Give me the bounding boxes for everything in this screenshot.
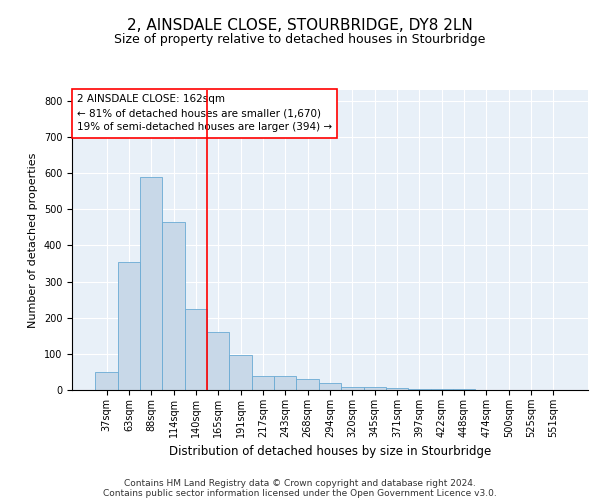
Bar bbox=[252, 376, 274, 390]
Text: Contains public sector information licensed under the Open Government Licence v3: Contains public sector information licen… bbox=[103, 488, 497, 498]
Bar bbox=[364, 387, 386, 390]
Bar bbox=[95, 372, 118, 390]
Text: Size of property relative to detached houses in Stourbridge: Size of property relative to detached ho… bbox=[115, 32, 485, 46]
X-axis label: Distribution of detached houses by size in Stourbridge: Distribution of detached houses by size … bbox=[169, 446, 491, 458]
Bar bbox=[274, 376, 296, 390]
Bar bbox=[319, 383, 341, 390]
Text: Contains HM Land Registry data © Crown copyright and database right 2024.: Contains HM Land Registry data © Crown c… bbox=[124, 478, 476, 488]
Y-axis label: Number of detached properties: Number of detached properties bbox=[28, 152, 38, 328]
Bar bbox=[185, 308, 207, 390]
Bar bbox=[140, 176, 163, 390]
Text: 2 AINSDALE CLOSE: 162sqm
← 81% of detached houses are smaller (1,670)
19% of sem: 2 AINSDALE CLOSE: 162sqm ← 81% of detach… bbox=[77, 94, 332, 132]
Text: 2, AINSDALE CLOSE, STOURBRIDGE, DY8 2LN: 2, AINSDALE CLOSE, STOURBRIDGE, DY8 2LN bbox=[127, 18, 473, 32]
Bar bbox=[229, 355, 252, 390]
Bar bbox=[163, 222, 185, 390]
Bar bbox=[296, 379, 319, 390]
Bar bbox=[386, 388, 408, 390]
Bar bbox=[118, 262, 140, 390]
Bar bbox=[341, 387, 364, 390]
Bar bbox=[207, 332, 229, 390]
